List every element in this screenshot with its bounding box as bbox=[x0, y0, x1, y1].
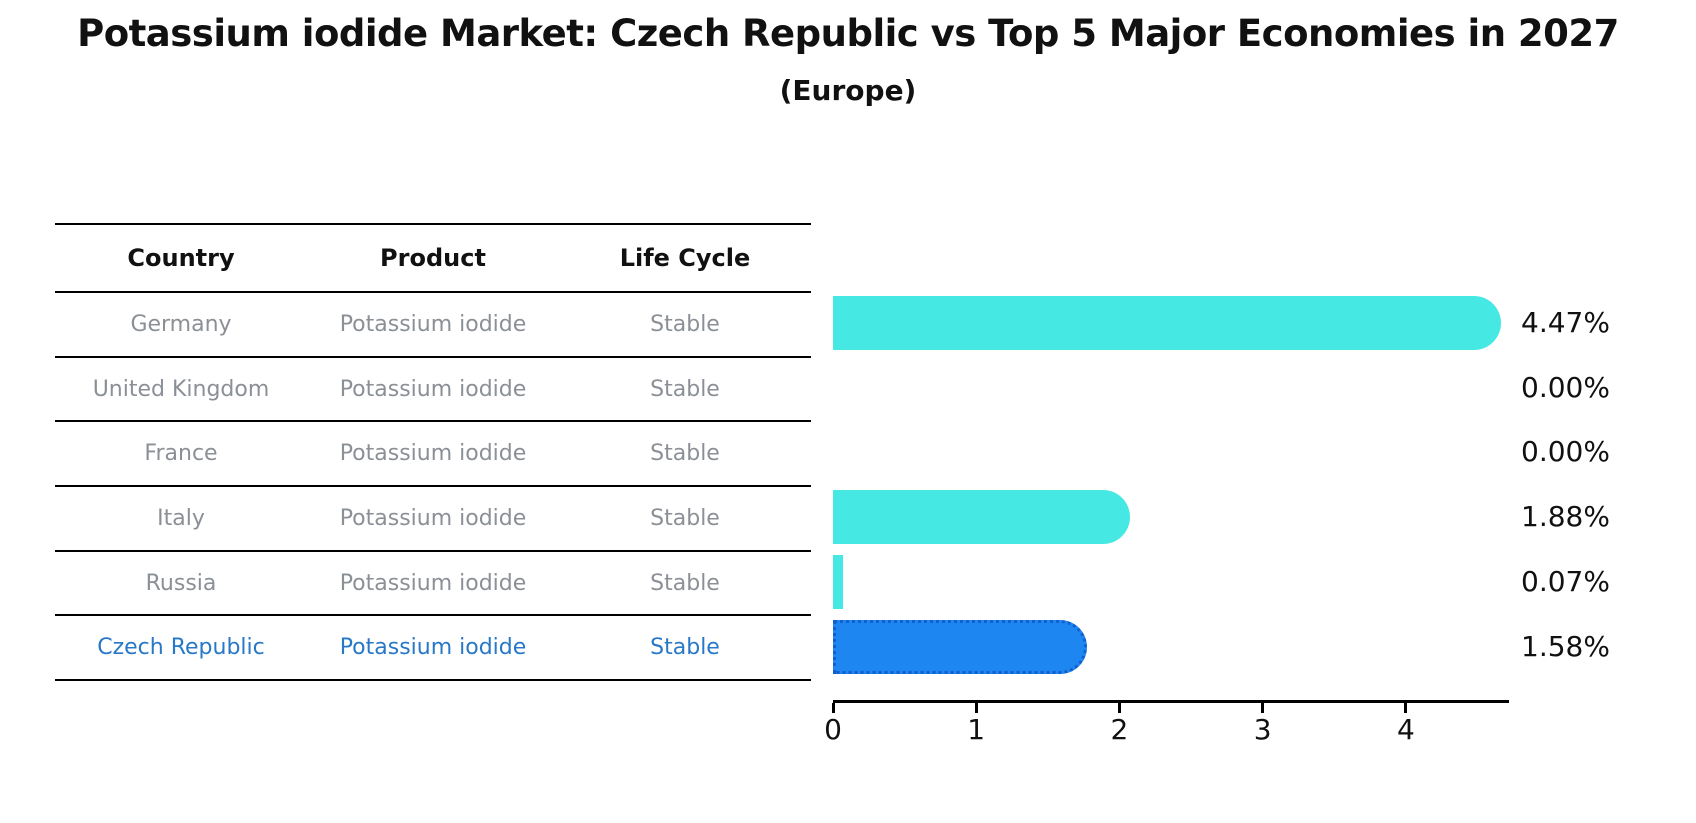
value-label: 0.00% bbox=[1521, 435, 1610, 469]
bar-row bbox=[833, 485, 1509, 550]
value-label: 4.47% bbox=[1521, 306, 1610, 339]
bar-row bbox=[833, 420, 1509, 485]
x-axis-tick bbox=[831, 703, 835, 713]
x-axis-tick-label: 0 bbox=[824, 713, 842, 746]
cell-life-cycle: Stable bbox=[650, 635, 720, 661]
value-label: 0.00% bbox=[1521, 370, 1610, 404]
table-row: Russia Potassium iodide Stable bbox=[55, 552, 811, 617]
bar-row bbox=[833, 550, 1509, 615]
cell-life-cycle: Stable bbox=[650, 441, 720, 467]
bar-germany bbox=[833, 296, 1502, 350]
x-axis-tick-label: 3 bbox=[1253, 713, 1272, 746]
cell-product: Potassium iodide bbox=[339, 505, 527, 531]
bar-russia bbox=[833, 554, 844, 609]
page-title: Potassium iodide Market: Czech Republic … bbox=[77, 12, 1619, 55]
table-row: United Kingdom Potassium iodide Stable bbox=[55, 358, 811, 423]
cell-country: Russia bbox=[145, 570, 217, 596]
cell-country: Italy bbox=[157, 505, 205, 531]
x-axis-tick bbox=[1117, 703, 1121, 713]
cell-life-cycle: Stable bbox=[650, 570, 720, 596]
table-body: Germany Potassium iodide Stable United King… bbox=[55, 293, 811, 682]
cell-product: Potassium iodide bbox=[339, 635, 527, 661]
bar-czech-republic bbox=[833, 619, 1088, 674]
bar-row bbox=[833, 615, 1509, 680]
table-row: France Potassium iodide Stable bbox=[55, 422, 811, 488]
cell-country: Czech Republic bbox=[97, 635, 265, 661]
bar-chart: 0 1 2 3 4 bbox=[824, 291, 1509, 746]
value-label: 0.07% bbox=[1521, 564, 1610, 598]
bar-row bbox=[833, 356, 1509, 421]
table-row: Italy Potassium iodide Stable bbox=[55, 487, 811, 552]
country-table: Country Product Life Cycle Germany Potass… bbox=[55, 223, 811, 682]
cell-product: Potassium iodide bbox=[339, 441, 527, 467]
column-header-product: Product bbox=[380, 244, 486, 272]
cell-country: United Kingdom bbox=[92, 376, 270, 402]
column-header-life-cycle: Life Cycle bbox=[619, 244, 751, 272]
cell-country: France bbox=[144, 441, 218, 467]
cell-country: Germany bbox=[130, 311, 232, 337]
column-header-country: Country bbox=[127, 244, 235, 272]
x-axis-tick-label: 4 bbox=[1396, 713, 1415, 746]
x-axis-tick-label: 2 bbox=[1110, 713, 1129, 746]
cell-product: Potassium iodide bbox=[339, 376, 527, 402]
value-label: 1.58% bbox=[1521, 629, 1610, 663]
cell-life-cycle: Stable bbox=[650, 505, 720, 531]
x-axis-tick bbox=[1261, 703, 1265, 713]
bar-row bbox=[833, 291, 1509, 356]
x-axis-tick-label: 1 bbox=[967, 713, 986, 746]
value-label: 1.88% bbox=[1521, 500, 1610, 534]
x-axis-line bbox=[833, 700, 1509, 703]
table-row: Czech Republic Potassium iodide Stable bbox=[55, 616, 811, 682]
cell-product: Potassium iodide bbox=[339, 570, 527, 596]
cell-life-cycle: Stable bbox=[650, 311, 720, 337]
cell-product: Potassium iodide bbox=[339, 311, 527, 337]
x-axis-tick bbox=[974, 703, 978, 713]
cell-life-cycle: Stable bbox=[650, 376, 720, 402]
table-row: Germany Potassium iodide Stable bbox=[55, 293, 811, 358]
page-subtitle: (Europe) bbox=[779, 74, 917, 107]
table-header-row: Country Product Life Cycle bbox=[55, 223, 811, 293]
x-axis-tick bbox=[1404, 703, 1408, 713]
bar-italy bbox=[833, 490, 1131, 545]
